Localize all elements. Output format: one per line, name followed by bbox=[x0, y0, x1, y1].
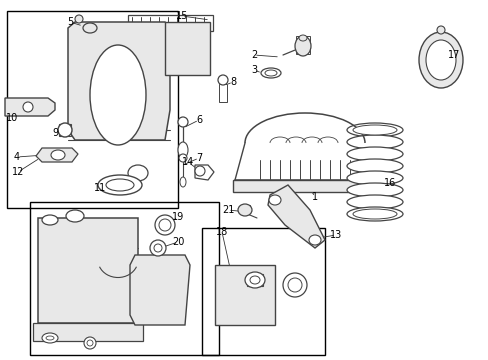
Polygon shape bbox=[68, 22, 170, 140]
Polygon shape bbox=[130, 255, 190, 325]
Ellipse shape bbox=[178, 142, 187, 158]
Polygon shape bbox=[36, 148, 78, 162]
Ellipse shape bbox=[106, 179, 134, 191]
Text: 9: 9 bbox=[52, 128, 58, 138]
Polygon shape bbox=[195, 165, 214, 180]
Ellipse shape bbox=[159, 219, 171, 231]
Ellipse shape bbox=[154, 244, 162, 252]
Text: 11: 11 bbox=[94, 183, 106, 193]
Text: 1: 1 bbox=[311, 192, 317, 202]
Text: 13: 13 bbox=[329, 230, 342, 240]
Bar bbox=[246, 274, 263, 286]
Bar bbox=[215, 265, 274, 325]
Ellipse shape bbox=[346, 123, 402, 137]
Ellipse shape bbox=[346, 171, 402, 185]
Ellipse shape bbox=[178, 117, 187, 127]
Ellipse shape bbox=[249, 276, 260, 284]
Bar bbox=[128, 15, 213, 31]
Text: 7: 7 bbox=[196, 153, 202, 163]
Bar bbox=[38, 218, 138, 323]
Ellipse shape bbox=[150, 240, 165, 256]
Ellipse shape bbox=[346, 147, 402, 161]
Ellipse shape bbox=[51, 150, 65, 160]
Text: 16: 16 bbox=[383, 178, 395, 188]
Text: 4: 4 bbox=[14, 152, 20, 162]
Ellipse shape bbox=[98, 175, 142, 195]
Text: 12: 12 bbox=[12, 167, 24, 177]
Ellipse shape bbox=[90, 45, 146, 145]
Ellipse shape bbox=[23, 102, 33, 112]
Ellipse shape bbox=[128, 165, 148, 181]
Ellipse shape bbox=[283, 273, 306, 297]
Ellipse shape bbox=[244, 272, 264, 288]
Ellipse shape bbox=[218, 75, 227, 85]
Bar bbox=[295, 36, 309, 54]
Polygon shape bbox=[164, 22, 209, 75]
Polygon shape bbox=[267, 185, 325, 248]
Text: 14: 14 bbox=[182, 157, 194, 167]
Ellipse shape bbox=[298, 35, 306, 41]
Ellipse shape bbox=[75, 15, 83, 23]
Ellipse shape bbox=[87, 340, 93, 346]
Ellipse shape bbox=[436, 26, 444, 34]
Ellipse shape bbox=[352, 209, 396, 219]
Ellipse shape bbox=[264, 70, 276, 76]
Text: 2: 2 bbox=[250, 50, 257, 60]
Ellipse shape bbox=[294, 36, 310, 56]
Ellipse shape bbox=[83, 23, 97, 33]
Text: 20: 20 bbox=[171, 237, 184, 247]
Ellipse shape bbox=[42, 333, 58, 343]
Ellipse shape bbox=[346, 159, 402, 173]
Bar bbox=[219, 84, 226, 102]
Ellipse shape bbox=[346, 183, 402, 197]
Ellipse shape bbox=[261, 68, 281, 78]
Ellipse shape bbox=[346, 135, 402, 149]
Ellipse shape bbox=[84, 337, 96, 349]
Ellipse shape bbox=[58, 123, 72, 137]
Text: 3: 3 bbox=[250, 65, 257, 75]
Text: 8: 8 bbox=[229, 77, 236, 87]
Bar bbox=[202, 228, 325, 355]
Ellipse shape bbox=[238, 204, 251, 216]
Ellipse shape bbox=[346, 195, 402, 209]
Ellipse shape bbox=[195, 166, 204, 176]
Polygon shape bbox=[5, 98, 55, 116]
Text: 21: 21 bbox=[222, 205, 234, 215]
Ellipse shape bbox=[180, 177, 185, 187]
Bar bbox=[59, 124, 71, 136]
Bar bbox=[30, 202, 219, 355]
Ellipse shape bbox=[46, 336, 54, 340]
Bar bbox=[240, 205, 249, 213]
Ellipse shape bbox=[308, 235, 320, 245]
Ellipse shape bbox=[346, 207, 402, 221]
Text: 10: 10 bbox=[6, 113, 18, 123]
Text: 19: 19 bbox=[171, 212, 184, 222]
Text: 6: 6 bbox=[196, 115, 202, 125]
Text: 17: 17 bbox=[447, 50, 459, 60]
Ellipse shape bbox=[425, 40, 455, 80]
Ellipse shape bbox=[268, 195, 281, 205]
Text: 5: 5 bbox=[67, 17, 73, 27]
Ellipse shape bbox=[66, 210, 84, 222]
Ellipse shape bbox=[352, 125, 396, 135]
Ellipse shape bbox=[42, 215, 58, 225]
Text: 18: 18 bbox=[215, 227, 228, 237]
Ellipse shape bbox=[287, 278, 302, 292]
Bar bbox=[232, 180, 376, 192]
Bar bbox=[7, 11, 178, 208]
Text: 15: 15 bbox=[176, 11, 188, 21]
Bar bbox=[33, 323, 142, 341]
Ellipse shape bbox=[418, 32, 462, 88]
Ellipse shape bbox=[179, 154, 186, 162]
Ellipse shape bbox=[155, 215, 175, 235]
